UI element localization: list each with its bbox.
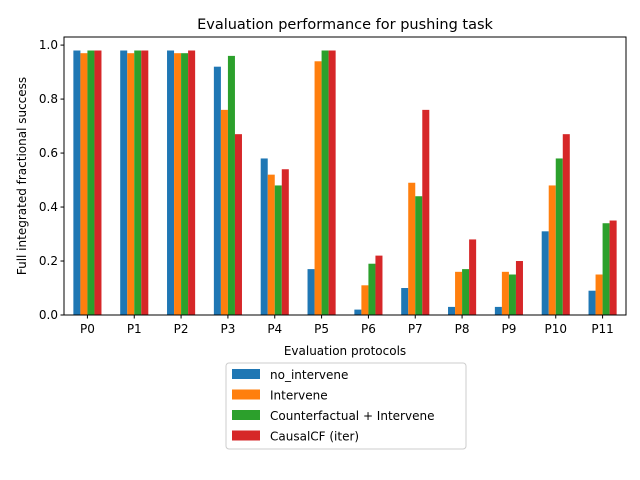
x-tick-label-p10: P10 <box>544 322 567 336</box>
bar-p8-series-1 <box>448 306 456 315</box>
bar-p11-series-4 <box>609 220 617 315</box>
x-axis-label: Evaluation protocols <box>284 344 406 358</box>
bar-p0-series-3 <box>87 50 95 315</box>
x-tick-label-p4: P4 <box>267 322 282 336</box>
bar-p2-series-3 <box>181 53 189 315</box>
legend-frame <box>225 362 467 450</box>
bar-p8-series-3 <box>462 269 470 315</box>
bar-p5-series-3 <box>321 50 329 315</box>
y-axis: 0.0 0.2 0.4 0.6 0.8 1.0 <box>39 38 64 322</box>
y-tick-label: 0.8 <box>39 92 58 106</box>
bar-p6-series-3 <box>368 263 376 315</box>
bar-p11-series-2 <box>595 274 603 315</box>
legend-swatch-3 <box>232 410 260 420</box>
bar-p7-series-2 <box>408 182 416 315</box>
y-tick-label: 0.0 <box>39 308 58 322</box>
bar-p5-series-1 <box>307 269 315 315</box>
plot-frame <box>63 36 627 316</box>
bar-p10-series-2 <box>548 185 556 315</box>
legend-swatch-2 <box>232 389 260 400</box>
bar-p7-series-3 <box>415 196 423 315</box>
bar-p11-series-1 <box>588 290 596 315</box>
bar-p3-series-2 <box>220 109 228 316</box>
legend-label-3: Counterfactual + Intervene <box>270 409 434 423</box>
y-tick-label: 0.6 <box>39 146 58 160</box>
bar-p7-series-4 <box>422 109 430 316</box>
bar-p1-series-2 <box>127 53 135 315</box>
bar-p8-series-2 <box>455 271 463 315</box>
bar-p1-series-3 <box>134 50 142 315</box>
bar-p9-series-4 <box>515 261 523 315</box>
x-tick-label-p6: P6 <box>361 322 376 336</box>
bar-p10-series-4 <box>562 134 570 315</box>
bars-group <box>73 50 617 316</box>
bar-p8-series-4 <box>469 239 477 315</box>
y-tick-label: 0.2 <box>39 254 58 268</box>
x-tick-label-p3: P3 <box>220 322 235 336</box>
bar-p7-series-1 <box>401 288 409 315</box>
legend-swatch-4 <box>232 430 260 441</box>
x-tick-label-p5: P5 <box>314 322 329 336</box>
legend-label-2: Intervene <box>270 389 328 403</box>
bar-p3-series-1 <box>213 66 221 315</box>
bar-p0-series-1 <box>73 50 81 315</box>
bar-p0-series-2 <box>80 53 88 315</box>
y-axis-label: Full integrated fractional success <box>15 77 29 275</box>
bar-p2-series-2 <box>174 53 182 315</box>
x-tick-label-p7: P7 <box>408 322 423 336</box>
bar-p9-series-1 <box>494 306 502 315</box>
bar-p2-series-4 <box>188 50 196 315</box>
bar-p9-series-2 <box>501 271 509 315</box>
bar-p2-series-1 <box>167 50 175 315</box>
x-tick-label-p2: P2 <box>174 322 189 336</box>
x-tick-label-p9: P9 <box>501 322 516 336</box>
legend: no_intervene Intervene Counterfactual + In… <box>225 362 467 450</box>
bar-p10-series-1 <box>541 231 549 315</box>
bar-p5-series-4 <box>328 50 336 315</box>
x-tick-label-p11: P11 <box>591 322 614 336</box>
bar-p6-series-2 <box>361 285 369 315</box>
bar-p4-series-2 <box>267 174 275 315</box>
legend-swatch-1 <box>232 369 260 379</box>
bar-p4-series-3 <box>274 185 282 315</box>
legend-label-4: CausalCF (iter) <box>270 430 359 444</box>
bar-p3-series-4 <box>234 134 242 315</box>
bar-p4-series-1 <box>260 158 268 315</box>
x-axis: P0 P1 P2 P3 P4 P5 P6 P7 P8 P9 P10 P11 <box>80 315 614 336</box>
bar-p9-series-3 <box>508 274 516 315</box>
chart-title: Evaluation performance for pushing task <box>197 17 493 33</box>
bar-p3-series-3 <box>227 55 235 315</box>
bar-p1-series-1 <box>120 50 128 315</box>
legend-items: no_intervene Intervene Counterfactual + In… <box>232 368 434 444</box>
x-tick-label-p8: P8 <box>455 322 470 336</box>
y-tick-label: 0.4 <box>39 200 58 214</box>
bar-p10-series-3 <box>555 158 563 315</box>
bar-p6-series-1 <box>354 309 362 315</box>
y-tick-label: 1.0 <box>39 38 58 52</box>
legend-label-1: no_intervene <box>270 368 348 382</box>
bar-p11-series-3 <box>602 223 610 315</box>
x-tick-label-p1: P1 <box>127 322 142 336</box>
bar-p6-series-4 <box>375 255 383 315</box>
x-tick-label-p0: P0 <box>80 322 95 336</box>
bar-p1-series-4 <box>141 50 149 315</box>
bar-p4-series-4 <box>281 169 289 315</box>
bar-p0-series-4 <box>94 50 102 315</box>
bar-p5-series-2 <box>314 61 322 315</box>
